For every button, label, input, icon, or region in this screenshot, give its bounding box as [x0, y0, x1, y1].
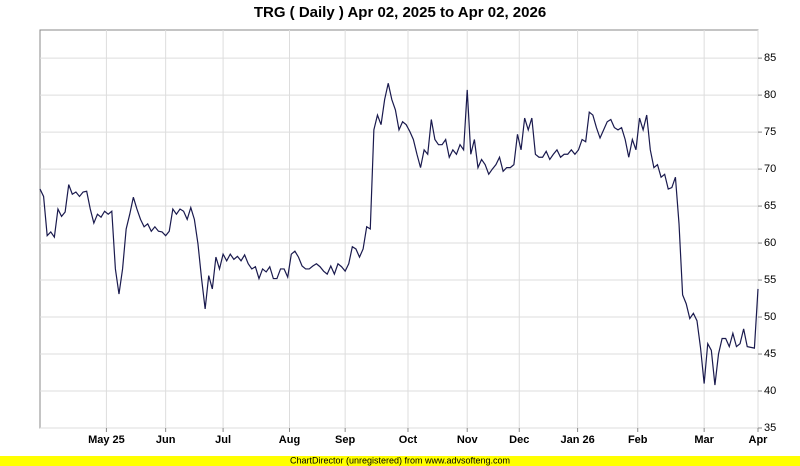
x-tick-label: Apr	[749, 434, 769, 446]
x-tick-label: Mar	[694, 434, 714, 446]
chart-title: TRG ( Daily ) Apr 02, 2025 to Apr 02, 20…	[254, 4, 546, 21]
footer-text: ChartDirector (unregistered) from www.ad…	[290, 455, 510, 465]
x-tick-label: Jul	[215, 434, 231, 446]
y-tick-label: 85	[764, 52, 776, 64]
x-tick-label: Jun	[156, 434, 176, 446]
price-line	[39, 83, 759, 386]
y-tick-label: 75	[764, 126, 776, 138]
x-tick-label: Feb	[628, 434, 648, 446]
x-tick-label: Nov	[457, 434, 479, 446]
plot-area	[39, 29, 759, 429]
y-tick-label: 50	[764, 311, 776, 323]
y-tick-label: 70	[764, 163, 776, 175]
x-tick-label: Dec	[509, 434, 529, 446]
y-tick-label: 80	[764, 89, 776, 101]
y-tick-label: 65	[764, 200, 776, 212]
x-tick-label: May 25	[88, 434, 125, 446]
y-tick-label: 35	[764, 422, 776, 434]
y-tick-label: 55	[764, 274, 776, 286]
x-tick-label: Sep	[335, 434, 355, 446]
x-tick-label: Aug	[279, 434, 300, 446]
y-tick-label: 60	[764, 237, 776, 249]
x-tick-label: Jan 26	[560, 434, 594, 446]
footer-bar	[0, 456, 800, 466]
y-tick-label: 45	[764, 348, 776, 360]
y-tick-label: 40	[764, 385, 776, 397]
x-tick-label: Oct	[399, 434, 418, 446]
